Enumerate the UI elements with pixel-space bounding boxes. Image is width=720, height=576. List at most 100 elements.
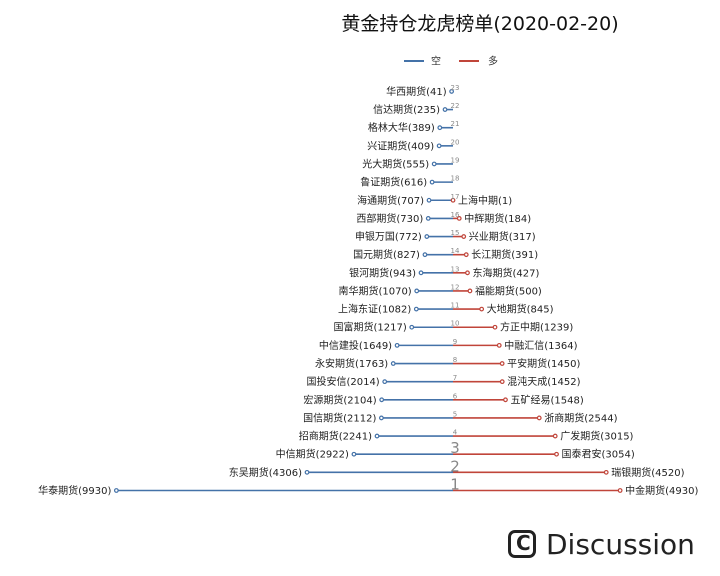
short-point-rank-18 bbox=[429, 179, 435, 185]
short-label-rank-22: 信达期货(235) bbox=[373, 103, 440, 116]
short-point-rank-1 bbox=[113, 488, 119, 493]
long-point-rank-7 bbox=[499, 379, 505, 385]
rank-number-1: 1 bbox=[450, 476, 460, 494]
short-label-rank-8: 永安期货(1763) bbox=[315, 357, 388, 370]
short-label-rank-11: 上海东证(1082) bbox=[338, 303, 411, 316]
long-label-rank-5: 浙商期货(2544) bbox=[544, 411, 617, 424]
rank-number-20: 20 bbox=[451, 138, 460, 146]
short-label-rank-1: 华泰期货(9930) bbox=[38, 484, 111, 497]
short-label-rank-21: 格林大华(389) bbox=[368, 121, 435, 134]
long-label-rank-6: 五矿经易(1548) bbox=[510, 393, 583, 406]
short-point-rank-6 bbox=[379, 397, 385, 403]
long-point-rank-2 bbox=[603, 469, 609, 475]
long-point-rank-16 bbox=[456, 215, 462, 221]
long-label-rank-9: 中融汇信(1364) bbox=[504, 339, 577, 352]
long-point-rank-3 bbox=[554, 451, 559, 457]
rank-number-13: 13 bbox=[451, 265, 460, 273]
short-label-rank-10: 国富期货(1217) bbox=[333, 321, 406, 334]
long-point-rank-9 bbox=[496, 342, 502, 348]
rank-number-19: 19 bbox=[451, 156, 460, 164]
long-label-rank-15: 兴业期货(317) bbox=[469, 230, 536, 243]
short-label-rank-17: 海通期货(707) bbox=[357, 194, 424, 207]
short-point-rank-22 bbox=[442, 107, 448, 112]
chart-marks: 华泰期货(9930) 中金期货(4930) 1 东吴期货(4306) 瑞银期货(4520… bbox=[38, 84, 698, 497]
rank-number-22: 22 bbox=[451, 102, 460, 110]
long-label-rank-12: 福能期货(500) bbox=[475, 284, 542, 297]
short-label-rank-3: 中信期货(2922) bbox=[276, 448, 349, 461]
rank-number-2: 2 bbox=[450, 457, 460, 475]
short-label-rank-12: 南华期货(1070) bbox=[338, 284, 411, 297]
rank-number-9: 9 bbox=[453, 338, 457, 346]
short-label-rank-14: 国元期货(827) bbox=[353, 248, 420, 261]
long-label-rank-13: 东海期货(427) bbox=[472, 266, 539, 279]
long-point-rank-13 bbox=[465, 270, 470, 276]
legend: 空 多 bbox=[404, 55, 498, 68]
long-label-rank-2: 瑞银期货(4520) bbox=[611, 466, 684, 479]
short-point-rank-23 bbox=[449, 89, 455, 94]
short-point-rank-17 bbox=[426, 197, 432, 203]
rank-number-6: 6 bbox=[453, 392, 458, 400]
rank-number-4: 4 bbox=[453, 429, 458, 437]
short-point-rank-3 bbox=[351, 451, 357, 457]
long-label-rank-1: 中金期货(4930) bbox=[625, 484, 698, 497]
long-label-rank-7: 混沌天成(1452) bbox=[507, 375, 580, 388]
chart-title: 黄金持仓龙虎榜单(2020-02-20) bbox=[341, 13, 618, 35]
rank-number-5: 5 bbox=[453, 410, 457, 418]
short-point-rank-9 bbox=[394, 342, 400, 348]
short-label-rank-15: 申银万国(772) bbox=[355, 230, 422, 243]
long-point-rank-6 bbox=[503, 397, 508, 403]
long-label-rank-3: 国泰君安(3054) bbox=[562, 448, 635, 461]
long-point-rank-1 bbox=[617, 488, 623, 493]
short-point-rank-14 bbox=[422, 252, 428, 258]
long-point-rank-12 bbox=[467, 288, 473, 294]
long-point-rank-4 bbox=[552, 433, 558, 439]
rank-number-18: 18 bbox=[451, 175, 460, 183]
short-label-rank-4: 招商期货(2241) bbox=[299, 430, 372, 443]
watermark-text: Discussion bbox=[546, 528, 695, 561]
rank-number-11: 11 bbox=[451, 302, 460, 310]
short-point-rank-16 bbox=[425, 215, 431, 221]
long-label-rank-17: 上海中期(1) bbox=[458, 194, 512, 207]
short-point-rank-7 bbox=[382, 379, 388, 385]
long-point-rank-15 bbox=[461, 234, 467, 239]
short-point-rank-13 bbox=[418, 270, 424, 276]
short-point-rank-10 bbox=[409, 324, 415, 330]
short-label-rank-2: 东吴期货(4306) bbox=[229, 466, 302, 479]
rank-number-8: 8 bbox=[453, 356, 457, 364]
long-label-rank-11: 大地期货(845) bbox=[487, 303, 554, 316]
short-label-rank-19: 光大期货(555) bbox=[362, 157, 429, 170]
short-label-rank-20: 兴证期货(409) bbox=[367, 139, 434, 152]
long-label-rank-14: 长江期货(391) bbox=[471, 248, 538, 261]
short-label-rank-13: 银河期货(943) bbox=[349, 266, 416, 279]
short-point-rank-5 bbox=[379, 415, 384, 421]
short-point-rank-19 bbox=[431, 161, 437, 167]
rank-number-10: 10 bbox=[451, 320, 460, 328]
rank-number-16: 16 bbox=[451, 211, 460, 219]
short-label-rank-5: 国信期货(2112) bbox=[303, 411, 376, 424]
rank-number-23: 23 bbox=[451, 84, 460, 92]
legend-short-label: 空 bbox=[431, 55, 441, 68]
rank-number-15: 15 bbox=[451, 229, 460, 237]
short-point-rank-4 bbox=[374, 433, 380, 439]
short-point-rank-2 bbox=[304, 469, 310, 475]
long-point-rank-17 bbox=[450, 197, 456, 203]
rank-number-21: 21 bbox=[451, 120, 460, 128]
short-label-rank-23: 华西期货(41) bbox=[386, 85, 447, 98]
short-label-rank-18: 鲁证期货(616) bbox=[360, 176, 427, 189]
short-point-rank-20 bbox=[436, 143, 442, 149]
short-label-rank-7: 国投安信(2014) bbox=[306, 375, 379, 388]
rank-number-7: 7 bbox=[453, 374, 457, 382]
short-point-rank-11 bbox=[413, 306, 419, 312]
c-logo-glyph: C bbox=[516, 531, 531, 555]
short-label-rank-16: 西部期货(730) bbox=[356, 212, 423, 225]
c-logo-icon: C bbox=[508, 530, 536, 558]
rank-number-14: 14 bbox=[451, 247, 460, 255]
rank-number-12: 12 bbox=[451, 283, 460, 291]
rank-number-17: 17 bbox=[451, 193, 460, 201]
long-point-rank-10 bbox=[492, 324, 498, 330]
long-label-rank-10: 方正中期(1239) bbox=[500, 321, 573, 334]
short-label-rank-9: 中信建投(1649) bbox=[319, 339, 392, 352]
legend-long-label: 多 bbox=[488, 55, 498, 68]
short-label-rank-6: 宏源期货(2104) bbox=[303, 393, 376, 406]
